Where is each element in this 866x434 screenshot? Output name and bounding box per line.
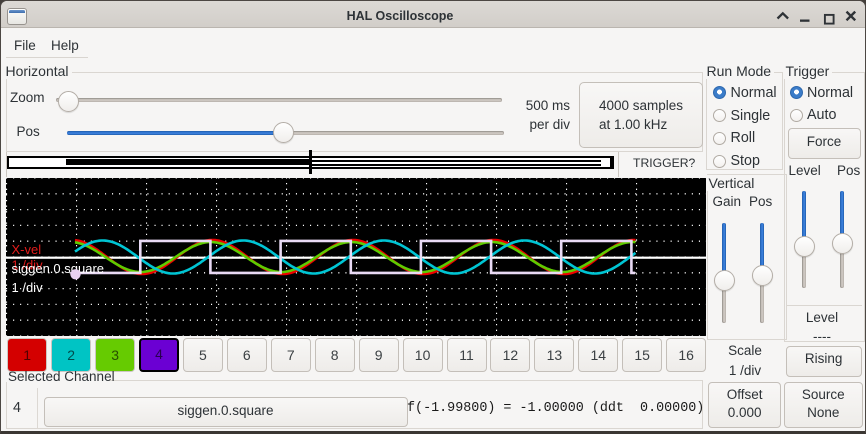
svg-text:1 /div: 1 /div [12,257,44,272]
svg-text:siggen.0.square: siggen.0.square [12,261,105,276]
svg-text:1 /div: 1 /div [12,280,44,295]
svg-text:X-vel: X-vel [12,241,42,256]
